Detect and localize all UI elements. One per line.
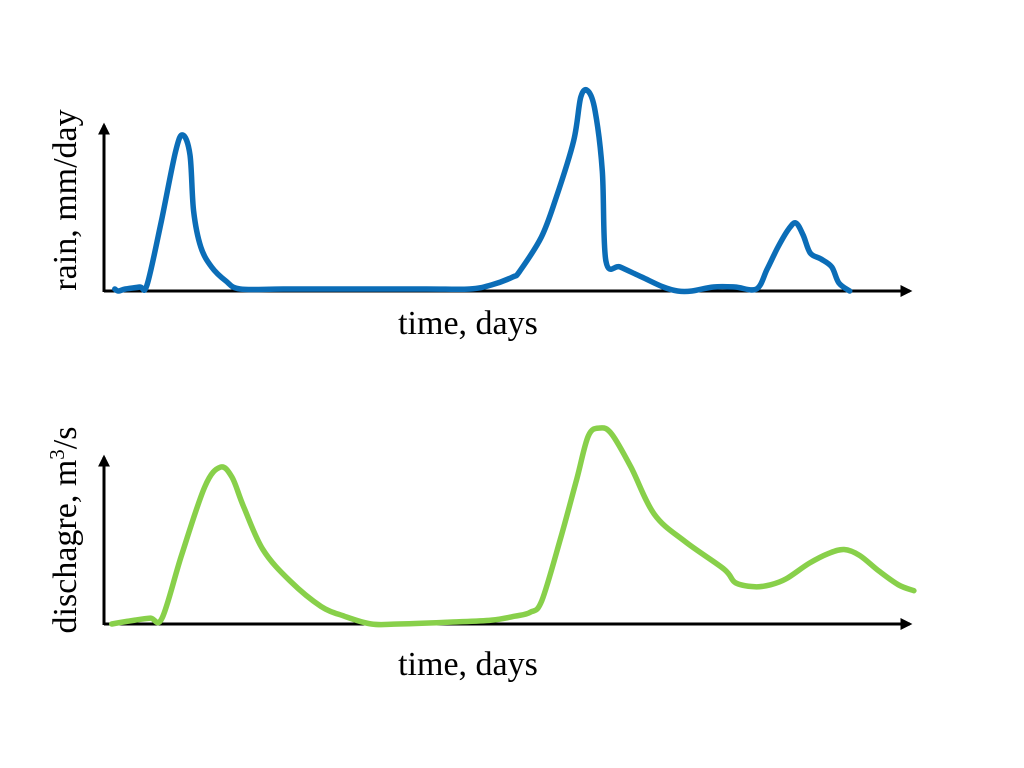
discharge-y-label-main: dischagre, m bbox=[47, 460, 84, 634]
discharge-y-label-suffix: /s bbox=[47, 427, 84, 450]
rain-x-axis-label: time, days bbox=[398, 305, 538, 342]
discharge-series-line bbox=[109, 425, 917, 628]
discharge-x-axis-label: time, days bbox=[398, 646, 538, 683]
discharge-chart: time, days dischagre, m3/s bbox=[45, 425, 917, 683]
discharge-y-axis-label: dischagre, m3/s bbox=[45, 427, 84, 634]
discharge-y-label-superscript: 3 bbox=[45, 449, 69, 460]
rain-chart: time, days rain, mm/day bbox=[47, 86, 913, 342]
rain-series-line bbox=[112, 86, 853, 295]
rain-y-axis-label: rain, mm/day bbox=[47, 109, 84, 290]
